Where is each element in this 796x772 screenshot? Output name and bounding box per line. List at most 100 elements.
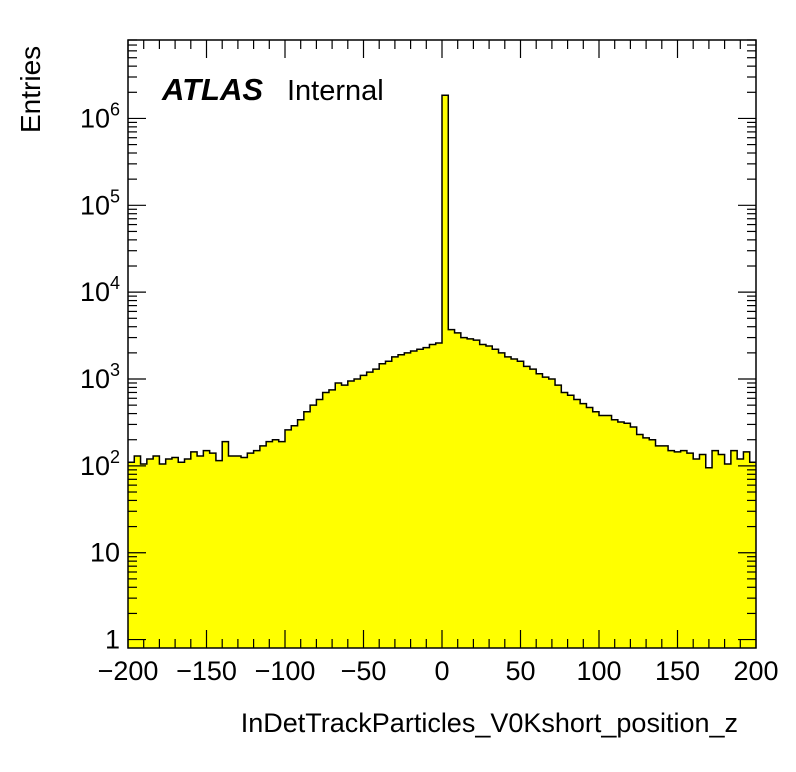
y-tick-label: 10: [90, 538, 120, 568]
histogram-bar: [686, 453, 694, 648]
histogram-bar: [222, 441, 229, 648]
histogram-bar: [548, 379, 556, 648]
histogram-bar: [347, 380, 355, 648]
x-tick-labels: −200 −150 −100 −50 0 50 100 150 200: [98, 656, 779, 686]
histogram-bar: [699, 454, 707, 648]
histogram-bar: [228, 455, 236, 648]
histogram-bar: [498, 352, 506, 648]
histogram-bar: [573, 399, 581, 648]
histogram-bar: [529, 369, 537, 648]
histogram-bar: [335, 382, 342, 648]
histogram-bar: [712, 450, 719, 648]
y-tick-label: 102: [80, 447, 120, 481]
histogram-bar: [743, 451, 751, 648]
histogram-bar: [366, 372, 374, 648]
histogram-bar: [416, 349, 424, 648]
histogram-bar: [297, 419, 305, 648]
x-tick-label: 0: [434, 656, 449, 686]
histogram-bar: [624, 423, 631, 648]
histogram-bar: [448, 329, 455, 648]
y-tick-labels: 1 10 102 103 104 105 106: [80, 99, 120, 654]
y-tick-label: 106: [80, 99, 120, 133]
histogram-bar: [511, 358, 518, 648]
y-tick-label: 1: [105, 625, 120, 655]
x-tick-label: −200: [98, 656, 159, 686]
histogram-bar: [278, 441, 286, 648]
histogram-bar: [253, 450, 261, 648]
histogram-bar: [642, 437, 650, 648]
histogram-bar: [153, 455, 160, 648]
histogram-bar: [410, 351, 418, 648]
histogram-bar: [303, 411, 311, 648]
internal-label: Internal: [287, 75, 384, 107]
histogram-bar: [617, 421, 625, 648]
atlas-label: ATLAS: [161, 72, 263, 107]
histogram-bar: [385, 361, 393, 648]
histogram-bar: [241, 457, 248, 648]
histogram-bar: [328, 389, 336, 648]
histogram-bars: [128, 95, 757, 649]
histogram-bar: [197, 455, 204, 648]
histogram-bar: [203, 450, 211, 648]
histogram-bar: [630, 427, 638, 648]
histogram-bar: [215, 460, 223, 648]
histogram-bar: [178, 462, 185, 648]
histogram-bar: [561, 392, 568, 648]
axis-ticks: [127, 39, 757, 648]
histogram-bar: [272, 439, 280, 648]
histogram-bar: [247, 453, 254, 648]
y-axis-title: Entries: [15, 46, 46, 133]
histogram-bar: [479, 344, 487, 648]
histogram-bar: [429, 344, 437, 648]
histogram-bar: [442, 95, 449, 649]
histogram-bar: [730, 450, 738, 648]
histogram-bar: [423, 347, 430, 648]
x-tick-label: 100: [576, 656, 621, 686]
histogram-bar: [360, 375, 368, 648]
x-tick-label: −100: [255, 656, 316, 686]
histogram-bar: [737, 458, 744, 648]
x-tick-label: 150: [655, 656, 700, 686]
histogram-bar: [504, 356, 512, 648]
histogram-bar: [266, 441, 273, 648]
histogram-bar: [316, 399, 324, 648]
x-tick-label: −50: [341, 656, 387, 686]
histogram-bar: [379, 363, 386, 648]
histogram-bar: [341, 385, 349, 648]
histogram-bar: [310, 405, 317, 648]
histogram-bar: [404, 352, 411, 648]
histogram-bar: [460, 337, 468, 648]
histogram-bar: [555, 385, 562, 648]
y-tick-label: 105: [80, 186, 120, 220]
histogram-bar: [291, 425, 298, 648]
histogram-bar: [171, 457, 179, 648]
x-axis-title: InDetTrackParticles_V0Kshort_position_z: [241, 708, 738, 738]
histogram-bar: [674, 451, 682, 648]
histogram-bar: [724, 464, 732, 648]
histogram-bar: [517, 361, 525, 648]
histogram-bar: [259, 445, 267, 648]
histogram-bar: [655, 445, 663, 648]
histogram-bar: [661, 445, 669, 648]
histogram-bar: [693, 458, 700, 648]
histogram-bar: [128, 462, 135, 648]
histogram-bar: [749, 462, 757, 648]
histogram-bar: [322, 392, 330, 648]
histogram-bar: [599, 415, 606, 648]
histogram-bar: [165, 458, 173, 648]
histogram-bar: [649, 439, 656, 648]
histogram-bar: [485, 345, 493, 648]
histogram-bar: [580, 403, 587, 648]
histogram-outline: [128, 94, 756, 469]
histogram-bar: [536, 373, 543, 648]
histogram-bar: [611, 419, 619, 648]
histogram-bar: [454, 332, 462, 648]
histogram-bar: [567, 395, 575, 648]
histogram-bar: [467, 338, 474, 648]
histogram-bar: [234, 455, 242, 648]
x-tick-label: 50: [505, 656, 535, 686]
x-tick-label: −150: [176, 656, 237, 686]
histogram-bar: [398, 354, 405, 648]
histogram-bar: [209, 453, 217, 648]
